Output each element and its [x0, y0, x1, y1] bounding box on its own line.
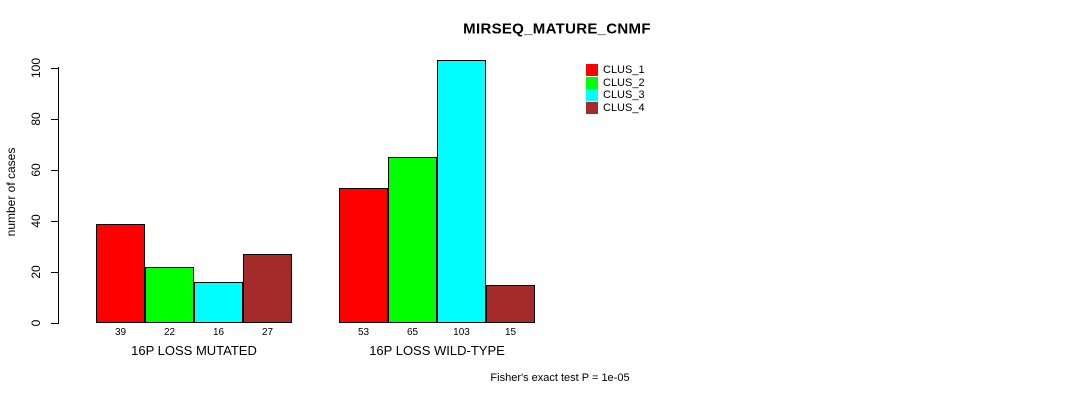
bar-clus_4-group1	[243, 254, 292, 323]
legend-row: CLUS_4	[586, 102, 645, 115]
bar-clus_2-group1	[145, 267, 194, 323]
group-label: 16P LOSS MUTATED	[131, 343, 257, 358]
y-tick-label: 0	[29, 319, 43, 327]
y-tick-mark	[51, 118, 59, 120]
y-tick-label: 100	[29, 57, 43, 79]
y-tick-mark	[51, 322, 59, 324]
legend-row: CLUS_3	[586, 89, 645, 102]
y-tick-label: 20	[29, 265, 43, 279]
bar-clus_3-group2	[437, 60, 486, 323]
legend-label: CLUS_3	[603, 89, 645, 102]
bar-clus_3-group1	[194, 282, 243, 323]
fisher-test-annotation: Fisher's exact test P = 1e-05	[490, 372, 630, 384]
bar-clus_1-group1	[96, 224, 145, 323]
group-label: 16P LOSS WILD-TYPE	[369, 343, 505, 358]
y-tick-mark	[51, 271, 59, 273]
bar-value-label: 103	[453, 327, 470, 338]
bar-clus_4-group2	[486, 285, 535, 323]
bar-value-label: 53	[357, 327, 370, 338]
bar-value-label: 27	[261, 327, 274, 338]
legend-row: CLUS_2	[586, 76, 645, 90]
legend-row: CLUS_1	[586, 64, 645, 77]
legend-label: CLUS_1	[603, 64, 645, 77]
bar-value-label: 39	[114, 327, 127, 338]
bar-value-label: 16	[212, 327, 225, 338]
bar-clus_1-group2	[339, 188, 388, 323]
legend-label: CLUS_4	[603, 102, 645, 115]
legend: CLUS_1 CLUS_2 CLUS_3 CLUS_4	[586, 64, 645, 115]
legend-label: CLUS_2	[603, 76, 645, 89]
y-axis-line	[58, 67, 59, 323]
bar-clus_2-group2	[388, 157, 437, 323]
legend-swatch-icon	[586, 64, 598, 77]
y-tick-mark	[51, 169, 59, 171]
bar-value-label: 65	[406, 327, 419, 338]
y-tick-label: 80	[29, 112, 43, 126]
y-tick-mark	[51, 220, 59, 222]
y-tick-mark	[51, 67, 59, 69]
legend-swatch-icon	[586, 89, 598, 102]
chart-title: MIRSEQ_MATURE_CNMF	[463, 20, 651, 38]
y-tick-label: 60	[29, 163, 43, 177]
legend-swatch-icon	[586, 76, 598, 89]
y-tick-label: 40	[29, 214, 43, 228]
bar-value-label: 15	[504, 327, 517, 338]
y-axis-title: number of cases	[4, 147, 18, 237]
legend-swatch-icon	[586, 102, 598, 115]
bar-value-label: 22	[163, 327, 176, 338]
